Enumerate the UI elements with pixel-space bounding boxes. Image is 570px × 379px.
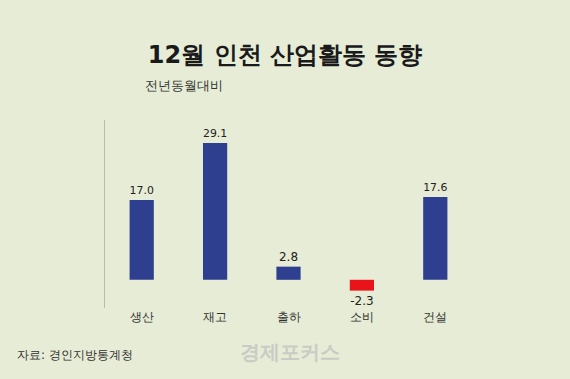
svg-text:17.6: 17.6	[423, 181, 447, 194]
svg-text:2.8: 2.8	[279, 250, 298, 264]
svg-text:소비: 소비	[350, 310, 374, 324]
svg-text:출하: 출하	[277, 310, 301, 324]
svg-text:경제포커스: 경제포커스	[240, 340, 340, 364]
svg-text:전년동월대비: 전년동월대비	[145, 78, 223, 93]
svg-text:생산: 생산	[130, 310, 154, 324]
svg-text:재고: 재고	[203, 310, 227, 324]
svg-text:자료: 경인지방통계청: 자료: 경인지방통계청	[17, 348, 133, 362]
svg-text:17.0: 17.0	[130, 184, 154, 197]
svg-text:29.1: 29.1	[203, 127, 227, 140]
svg-text:-2.3: -2.3	[350, 294, 373, 308]
svg-text:건설: 건설	[423, 310, 447, 324]
svg-text:12월 인천 산업활동 동향: 12월 인천 산업활동 동향	[148, 41, 422, 69]
